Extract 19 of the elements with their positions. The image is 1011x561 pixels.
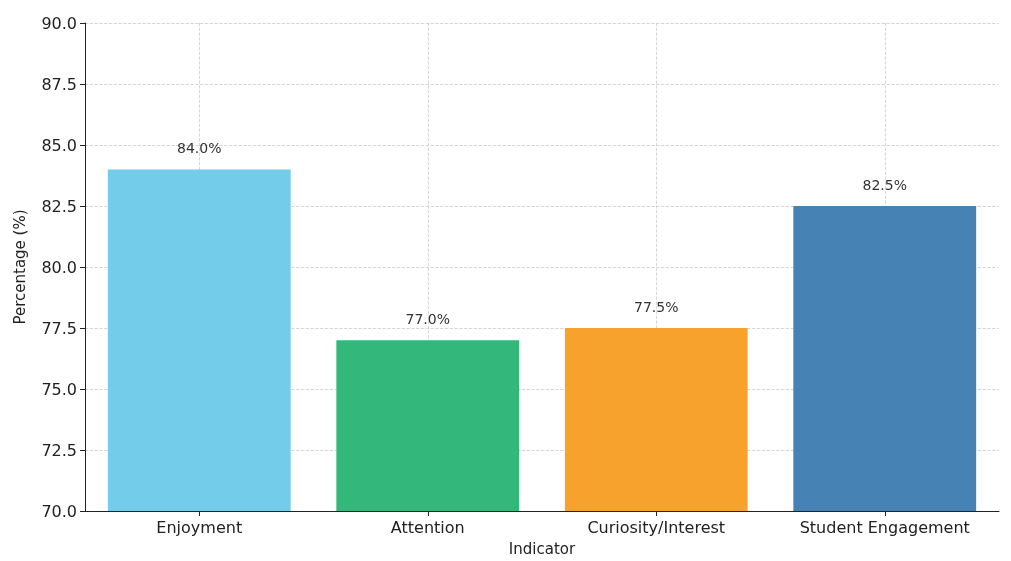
data-label: 77.5% (634, 299, 679, 315)
x-tick-label: Student Engagement (799, 517, 970, 537)
x-axis-title: Indicator (508, 539, 576, 558)
x-tick-label: Attention (390, 517, 465, 537)
y-tick-label: 77.5 (41, 318, 77, 338)
y-tick-label: 90.0 (41, 13, 77, 33)
x-tick-label: Enjoyment (156, 517, 243, 537)
y-tick-label: 70.0 (41, 501, 77, 521)
y-tick-label: 87.5 (41, 74, 77, 94)
x-tick-label: Curiosity/Interest (587, 517, 726, 537)
y-tick-label: 72.5 (41, 440, 77, 460)
y-tick-label: 82.5 (41, 196, 77, 216)
data-label: 84.0% (177, 140, 222, 157)
data-label: 77.0% (405, 311, 450, 328)
y-tick-label: 85.0 (41, 135, 77, 155)
y-tick-label: 75.0 (41, 379, 77, 399)
data-label: 82.5% (862, 177, 907, 193)
y-tick-label: 80.0 (41, 257, 77, 277)
y-axis-title: Percentage (%) (10, 209, 29, 325)
